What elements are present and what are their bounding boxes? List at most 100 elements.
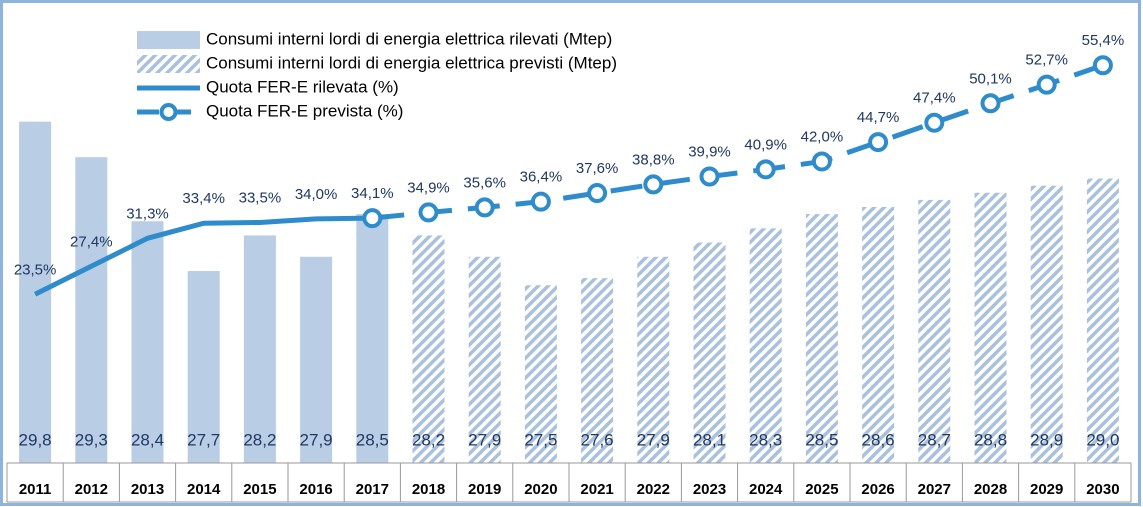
line-value-label: 50,1% xyxy=(969,70,1012,87)
bar-value-label: 28,1 xyxy=(693,430,726,449)
bar xyxy=(805,214,838,463)
x-tick-label: 2021 xyxy=(580,481,613,498)
line-value-label: 39,9% xyxy=(688,144,731,161)
line-value-label: 33,5% xyxy=(239,189,282,206)
bar xyxy=(749,228,782,463)
line-value-label: 55,4% xyxy=(1082,32,1125,49)
bar xyxy=(468,256,501,463)
line-value-label: 52,7% xyxy=(1025,52,1068,69)
legend-label: Quota FER-E prevista (%) xyxy=(206,101,403,120)
line-value-label: 40,9% xyxy=(744,136,787,153)
bar xyxy=(974,192,1007,463)
line-value-label: 38,8% xyxy=(632,151,675,168)
x-tick-label: 2027 xyxy=(918,481,951,498)
legend-label: Quota FER-E rilevata (%) xyxy=(206,77,399,96)
x-tick-label: 2017 xyxy=(356,481,389,498)
bar xyxy=(524,285,557,463)
bar xyxy=(862,207,895,463)
x-tick-label: 2019 xyxy=(468,481,501,498)
bar-value-label: 27,6 xyxy=(581,430,614,449)
x-tick-label: 2028 xyxy=(974,481,1007,498)
line-value-label: 31,3% xyxy=(126,205,169,222)
bar xyxy=(131,221,164,463)
line-value-label: 34,9% xyxy=(407,179,450,196)
bar-value-label: 28,6 xyxy=(862,430,895,449)
bar xyxy=(356,214,389,463)
line-value-label: 35,6% xyxy=(463,174,506,191)
line-value-label: 34,1% xyxy=(351,185,394,202)
line-marker xyxy=(362,208,383,229)
x-tick-label: 2024 xyxy=(749,481,783,498)
legend-marker xyxy=(159,103,178,121)
bar-value-label: 28,9 xyxy=(1030,430,1063,449)
bar xyxy=(1086,178,1119,464)
bar-value-label: 28,2 xyxy=(412,430,445,449)
bar-value-label: 27,5 xyxy=(524,430,557,449)
x-tick-label: 2012 xyxy=(75,481,108,498)
x-tick-label: 2030 xyxy=(1086,481,1119,498)
bar xyxy=(412,235,445,463)
line-marker xyxy=(1092,55,1113,76)
line-marker xyxy=(699,166,720,187)
x-tick-label: 2016 xyxy=(299,481,332,498)
line-marker xyxy=(474,197,495,218)
bar xyxy=(637,256,670,463)
line-value-label: 37,6% xyxy=(576,160,619,177)
line-marker xyxy=(811,151,832,172)
bar-value-label: 28,7 xyxy=(918,430,951,449)
legend-label: Consumi interni lordi di energia elettri… xyxy=(206,53,617,72)
bar-value-label: 28,2 xyxy=(243,430,276,449)
bar-value-label: 27,7 xyxy=(187,430,220,449)
bar xyxy=(693,242,726,463)
bar-value-label: 28,5 xyxy=(805,430,838,449)
line-value-label: 27,4% xyxy=(70,233,113,250)
bar-value-label: 27,9 xyxy=(637,430,670,449)
line-marker xyxy=(868,132,889,153)
bar-value-label: 27,9 xyxy=(468,430,501,449)
line-value-label: 33,4% xyxy=(182,190,225,207)
bar-value-label: 27,9 xyxy=(300,430,333,449)
bar xyxy=(187,271,220,463)
bar xyxy=(581,278,614,463)
bar-value-label: 28,8 xyxy=(974,430,1007,449)
x-tick-label: 2011 xyxy=(19,481,52,498)
line-value-label: 34,0% xyxy=(295,186,338,203)
bar xyxy=(243,235,276,463)
line-marker xyxy=(980,93,1001,114)
line-marker xyxy=(755,159,776,180)
bar-value-label: 29,8 xyxy=(19,430,52,449)
legend-swatch xyxy=(137,31,200,49)
x-tick-label: 2014 xyxy=(187,481,221,498)
line-value-label: 23,5% xyxy=(14,261,57,278)
bar-value-label: 28,3 xyxy=(749,430,782,449)
x-tick-label: 2022 xyxy=(637,481,670,498)
line-marker xyxy=(924,112,945,133)
bar-value-label: 29,0 xyxy=(1086,430,1119,449)
bar xyxy=(300,256,333,463)
line xyxy=(33,215,373,297)
x-tick-label: 2013 xyxy=(131,481,164,498)
bar xyxy=(918,199,951,463)
x-tick-label: 2029 xyxy=(1030,481,1063,498)
line-marker xyxy=(530,191,551,212)
x-tick-label: 2023 xyxy=(693,481,726,498)
x-tick-label: 2020 xyxy=(524,481,557,498)
line-value-label: 47,4% xyxy=(913,90,956,107)
bar xyxy=(75,157,108,463)
line-value-label: 36,4% xyxy=(520,169,563,186)
bar-value-label: 28,4 xyxy=(131,430,164,449)
legend-swatch xyxy=(137,55,200,73)
line-value-label: 44,7% xyxy=(857,109,900,126)
x-tick-label: 2015 xyxy=(243,481,276,498)
x-tick-label: 2025 xyxy=(805,481,838,498)
x-tick-label: 2026 xyxy=(861,481,894,498)
bar-value-label: 29,3 xyxy=(75,430,108,449)
line-marker xyxy=(418,202,439,223)
bar-value-label: 28,5 xyxy=(356,430,389,449)
x-tick-label: 2018 xyxy=(412,481,445,498)
legend-label: Consumi interni lordi di energia elettri… xyxy=(206,29,612,48)
bar xyxy=(1030,185,1063,463)
line-value-label: 42,0% xyxy=(801,128,844,145)
